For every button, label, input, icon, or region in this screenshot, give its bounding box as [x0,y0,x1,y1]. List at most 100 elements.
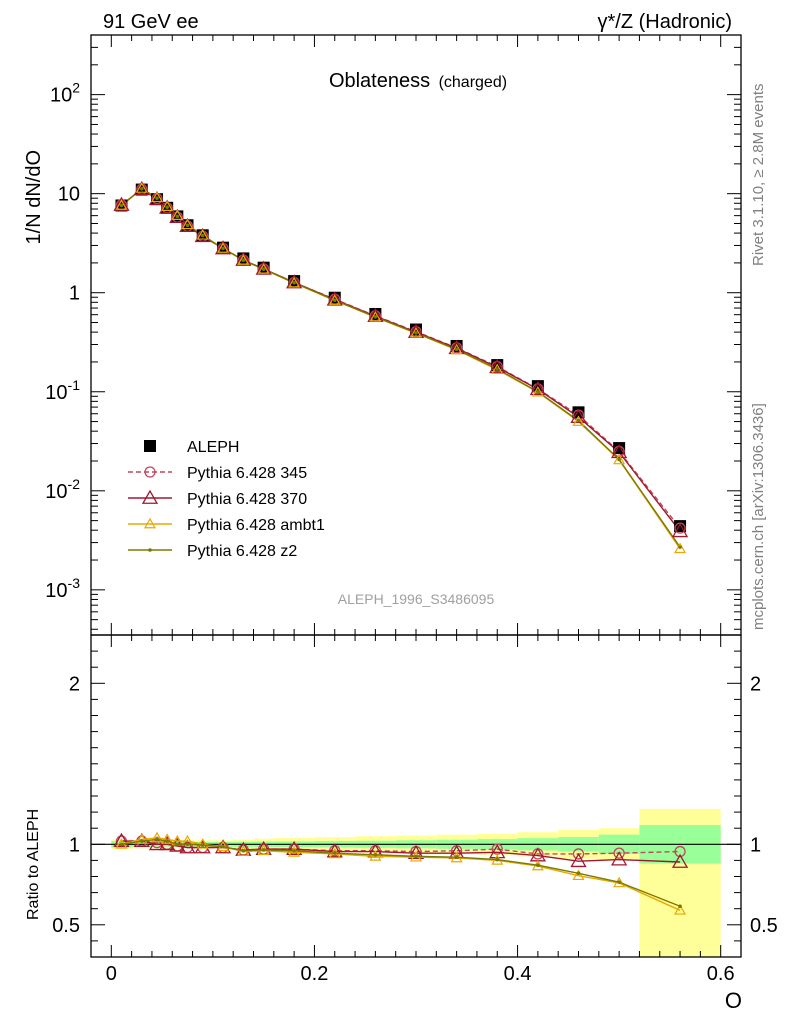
x-tick-label: 0.6 [707,963,735,985]
ratio-point-3 [292,848,296,853]
series-point-4 [292,280,296,285]
ratio-point-3 [165,839,169,843]
series-point-1 [450,342,463,354]
series-point-2 [235,251,252,266]
legend-marker [144,440,156,452]
rivet-version-text: Rivet 3.1.10, ≥ 2.8M events [750,84,767,267]
y-tick-label: 10-2 [45,476,80,503]
mcplots-reference-text: mcplots.cern.ch [arXiv:1306.3436] [750,403,767,630]
series-point-3 [161,200,174,211]
ratio-y-tick-label-right: 1 [750,834,761,856]
y-axis-label: 1/N dN/dO [23,150,45,244]
series-point-4 [155,196,159,201]
ratio-line-1 [121,840,681,863]
series-point-4 [261,267,266,271]
series-point-3 [674,542,687,554]
ratio-point-3 [185,842,190,847]
series-point-2 [133,180,150,196]
ratio-point-2 [613,876,626,888]
series-point-2 [489,358,506,374]
series-point-4 [221,246,225,251]
ratio-line-0 [121,840,681,855]
ratio-point-0 [572,848,585,860]
y-tick-label: 102 [50,80,80,107]
series-point-4 [165,205,169,210]
ratio-point-2 [369,850,382,861]
series-point-4 [454,347,459,352]
y-tick-label: 10-1 [45,377,80,404]
ratio-line-2 [121,837,681,911]
series-point-3 [613,453,626,465]
ratio-point-3 [139,839,144,843]
series-point-4 [617,457,621,462]
plot-title-main: Oblateness [329,70,430,92]
series-point-4 [576,418,581,423]
series-point-2 [326,291,343,306]
legend-entry-label: ALEPH [187,439,239,456]
ratio-y-tick-label: 2 [69,673,80,695]
ratio-point-0 [613,847,625,859]
series-point-3 [115,199,128,210]
ratio-point-1 [286,840,303,856]
series-point-3 [196,229,209,240]
x-tick-label: 0.4 [504,963,532,985]
ratio-point-3 [495,857,500,862]
series-point-3 [531,385,544,397]
series-point-1 [532,383,544,395]
plot-title: Oblateness (charged) [329,70,507,92]
ratio-point-3 [536,863,540,868]
series-point-3 [237,254,250,265]
series-point-3 [409,327,423,338]
series-point-2 [113,196,130,211]
ratio-y-tick-label-right: 2 [750,673,761,695]
series-point-4 [175,214,180,219]
series-point-4 [536,389,540,394]
ratio-point-2 [150,831,164,843]
ratio-point-1 [489,844,506,859]
series-point-2 [286,274,303,289]
legend-marker [143,517,157,529]
series-point-3 [450,343,463,355]
ratio-point-0 [674,845,686,858]
series-point-2 [255,260,272,275]
ratio-point-3 [221,844,225,849]
series-point-3 [491,363,504,375]
legend-entry-label: Pythia 6.428 370 [187,491,307,508]
series-point-3 [171,209,184,220]
main-panel: 10-3 10-2 10-1 1 10 102 ALEPH Pythia 6.428 345 P… [45,34,742,636]
ratio-y-tick-label: 0.5 [52,915,80,937]
analysis-watermark: ALEPH_1996_S3486095 [338,591,495,607]
legend-entry-label: Pythia 6.428 ambt1 [187,517,325,534]
ratio-point-3 [678,904,682,909]
plot-title-sub: (charged) [439,74,507,91]
series-point-3 [181,218,194,230]
legend-entry-label: Pythia 6.428 z2 [187,543,297,560]
series-point-4 [332,298,337,303]
ratio-point-3 [119,842,124,847]
ratio-point-1 [148,835,166,851]
ratio-point-1 [194,839,211,854]
ratio-point-2 [288,846,301,857]
legend-marker [141,489,159,504]
series-point-4 [185,223,190,228]
series-point-3 [369,311,382,322]
ratio-point-2 [161,833,174,844]
y-tick-label: 10 [58,184,80,206]
series-point-3 [257,263,270,274]
y-tick-label: 10-3 [45,575,80,602]
y-tick-label: 1 [69,283,80,305]
series-point-3 [216,242,230,253]
series-point-2 [214,240,232,255]
series-point-2 [611,443,628,459]
series-point-4 [373,315,378,319]
ratio-point-3 [200,843,205,847]
series-point-2 [671,522,689,538]
series-point-3 [288,276,301,288]
ratio-point-3 [414,854,418,859]
series-point-3 [328,294,341,305]
ratio-point-3 [373,852,378,857]
series-point-4 [495,367,500,371]
ratio-point-2 [674,904,687,915]
ratio-point-1 [570,852,587,868]
ratio-point-3 [155,837,159,842]
